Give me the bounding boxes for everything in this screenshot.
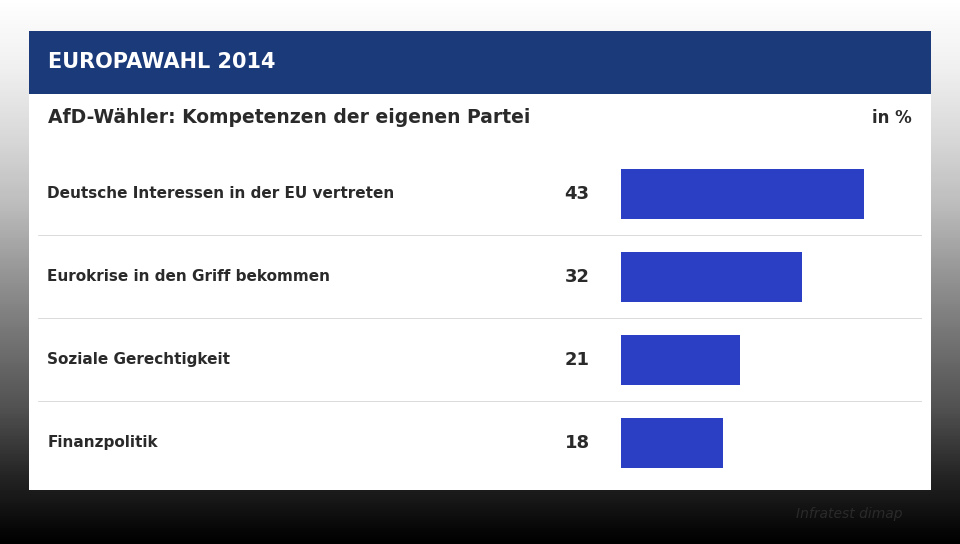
Bar bbox=[29, 94, 931, 141]
Text: EUROPAWAHL 2014: EUROPAWAHL 2014 bbox=[48, 52, 276, 72]
Text: Finanzpolitik: Finanzpolitik bbox=[47, 435, 157, 450]
Text: Infratest dimap: Infratest dimap bbox=[796, 507, 902, 521]
Text: AfD-Wähler: Kompetenzen der eigenen Partei: AfD-Wähler: Kompetenzen der eigenen Part… bbox=[48, 108, 530, 127]
Text: Eurokrise in den Griff bekommen: Eurokrise in den Griff bekommen bbox=[47, 269, 330, 285]
Bar bbox=[621, 169, 864, 219]
Text: 32: 32 bbox=[564, 268, 589, 286]
Text: 43: 43 bbox=[564, 185, 589, 203]
Text: 21: 21 bbox=[564, 351, 589, 369]
Text: in %: in % bbox=[873, 108, 912, 127]
Bar bbox=[621, 418, 723, 467]
Text: Deutsche Interessen in der EU vertreten: Deutsche Interessen in der EU vertreten bbox=[47, 186, 395, 201]
Text: Soziale Gerechtigkeit: Soziale Gerechtigkeit bbox=[47, 352, 230, 367]
Bar bbox=[621, 252, 803, 301]
Bar bbox=[29, 141, 931, 490]
Bar bbox=[621, 335, 740, 385]
Text: 18: 18 bbox=[564, 434, 589, 452]
Bar bbox=[29, 31, 931, 94]
